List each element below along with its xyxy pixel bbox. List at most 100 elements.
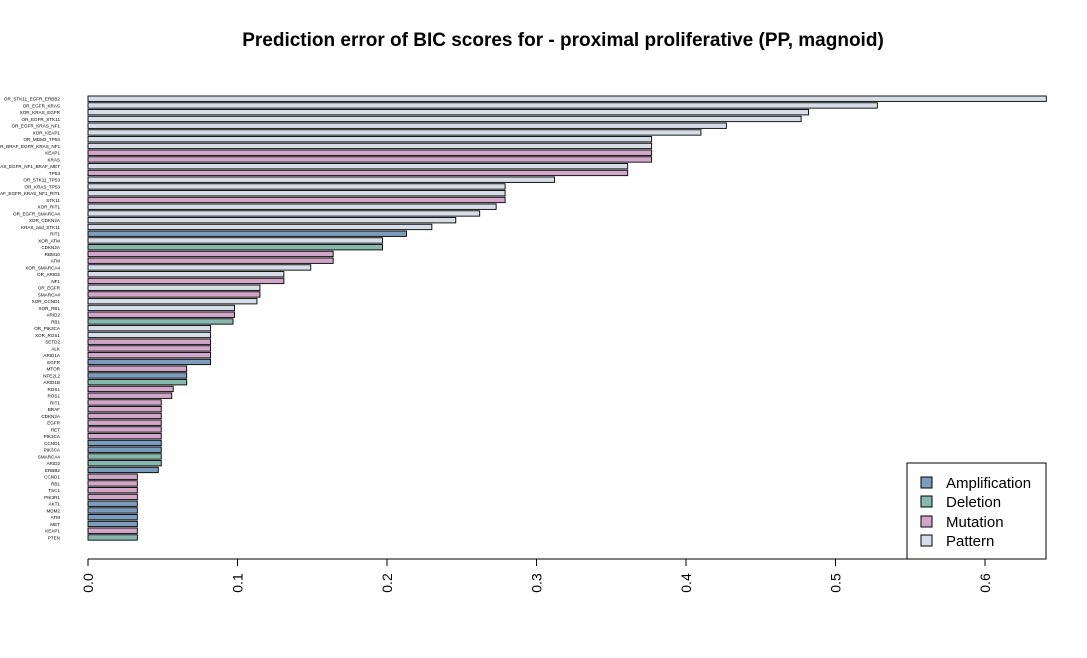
- x-tick-label: 0.2: [379, 573, 395, 593]
- category-label: ARID1A: [43, 353, 61, 358]
- bar: [87, 460, 162, 467]
- category-label: PIK3CA: [44, 434, 61, 439]
- category-label: RB1: [51, 481, 60, 486]
- bar: [87, 237, 383, 244]
- bar: [87, 385, 174, 393]
- bar: [87, 500, 138, 507]
- legend-swatch-amplification: [920, 476, 933, 489]
- bar: [87, 230, 407, 237]
- category-label: RET: [51, 427, 60, 432]
- bar: [87, 365, 188, 372]
- bar: [87, 453, 162, 460]
- bar: [87, 379, 188, 386]
- category-label: ROS1: [47, 387, 60, 392]
- category-label: STK11: [46, 198, 60, 203]
- category-label: XOR_CDKN2A: [29, 218, 61, 223]
- category-label: ERBB2: [45, 468, 61, 473]
- category-label: XOR_KRAS_EGFR: [20, 110, 61, 115]
- category-label: SMARCA4: [38, 454, 61, 459]
- category-label: CDKN2A: [41, 414, 61, 419]
- bar: [87, 291, 261, 298]
- bar: [87, 217, 457, 224]
- category-label: OR_KRAS_EGFR_NF1_BRAF_MET: [0, 164, 60, 169]
- category-label: OR_STK11_TP53: [23, 178, 60, 183]
- bar: [87, 115, 802, 123]
- bar: [87, 466, 159, 474]
- bar: [87, 406, 162, 413]
- category-label: PTEN: [48, 535, 60, 540]
- bar: [87, 520, 138, 528]
- category-label: OR_STK11_EGFR_ERBB2: [4, 97, 61, 102]
- category-label: TSC1: [48, 488, 60, 493]
- category-label: ROS1: [47, 394, 60, 399]
- bar: [87, 473, 138, 480]
- bar: [87, 419, 162, 426]
- category-label: MTOR: [47, 367, 61, 372]
- category-label: EGFR: [47, 360, 60, 365]
- category-label: EGFR: [47, 421, 60, 426]
- category-label: OR_ARID2: [37, 272, 60, 277]
- category-label: XOR_SMARCA4: [25, 265, 60, 270]
- category-label: KEAP1: [45, 151, 60, 156]
- bar: [87, 190, 506, 197]
- bar: [87, 318, 234, 325]
- bar: [87, 196, 506, 204]
- bar: [87, 142, 653, 150]
- category-label: PIK3R1: [44, 495, 60, 500]
- bar: [87, 136, 653, 143]
- legend: Amplification Deletion Mutation Pattern: [906, 462, 1047, 560]
- bar: [87, 169, 629, 177]
- category-label: RIT1: [50, 232, 60, 237]
- bar: [87, 156, 653, 163]
- category-label: OR_BRAF_EGFR_KRAS_NF1_RIT1: [0, 191, 60, 196]
- category-label: PIK3CA: [44, 448, 61, 453]
- bar: [87, 534, 138, 541]
- category-label: RBM10: [45, 252, 61, 257]
- bar: [87, 399, 162, 406]
- bars-group: [87, 95, 1047, 541]
- bar: [87, 311, 235, 318]
- bar: [87, 163, 629, 170]
- category-label: SETD2: [45, 340, 60, 345]
- chart-title: Prediction error of BIC scores for - pro…: [242, 30, 884, 51]
- category-label: KRAS: [47, 157, 60, 162]
- legend-label-mutation: Mutation: [946, 514, 1004, 531]
- category-label: KEAP1: [45, 529, 60, 534]
- bar: [87, 493, 138, 501]
- bar: [87, 264, 312, 271]
- category-label: OR_EGFR_KRAS_NF1: [11, 124, 60, 129]
- x-tick-label: 0.4: [678, 573, 694, 593]
- bar: [87, 345, 212, 352]
- bar: [87, 223, 433, 231]
- category-label: NF1: [51, 279, 60, 284]
- x-tick-label: 0.5: [828, 573, 844, 593]
- bar: [87, 277, 285, 285]
- bar: [87, 372, 188, 379]
- category-label: ARID2: [46, 313, 60, 318]
- bar: [87, 257, 334, 264]
- bar: [87, 439, 162, 447]
- bar: [87, 352, 212, 359]
- bar: [87, 298, 258, 305]
- bar: [87, 109, 810, 116]
- category-label: XOR_KEAP1: [33, 130, 61, 135]
- legend-label-amplification: Amplification: [946, 475, 1031, 492]
- bar: [87, 102, 878, 109]
- bar: [87, 507, 138, 514]
- legend-swatch-deletion: [920, 495, 933, 508]
- category-label: XOR_RIT1: [38, 205, 61, 210]
- bar: [87, 412, 162, 420]
- x-tick-label: 0.6: [977, 573, 993, 593]
- category-label: OR_KRAS_TP53: [25, 184, 61, 189]
- bar: [87, 338, 212, 345]
- category-label: ATM: [51, 259, 61, 264]
- category-label: BRAF: [48, 407, 60, 412]
- category-label: XOR_RB1: [39, 306, 61, 311]
- bar: [87, 244, 383, 251]
- category-label: CCND1: [44, 475, 60, 480]
- category-label: TP53: [49, 171, 60, 176]
- bar: [87, 95, 1047, 102]
- category-label: RB1: [51, 319, 60, 324]
